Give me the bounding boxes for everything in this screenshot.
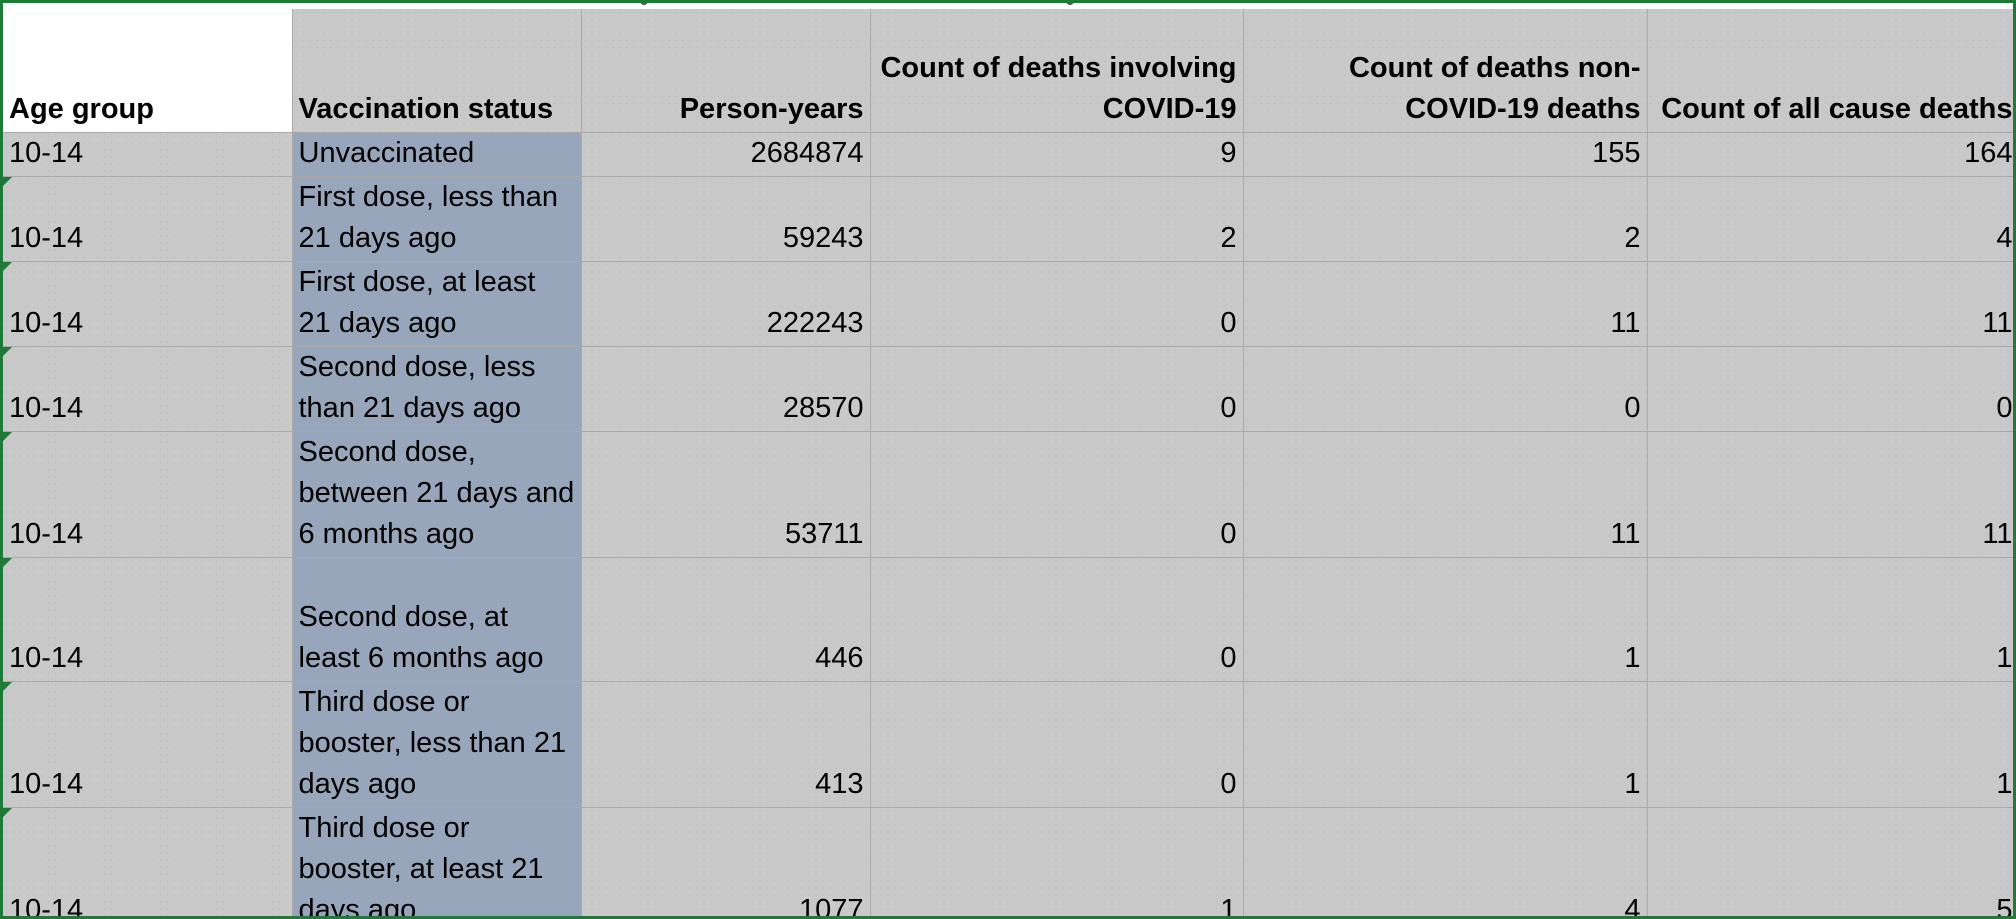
cell-text: 10-14 [9,641,84,674]
cell-text: 10-14 [9,391,84,424]
cell-text: 10-14 [9,221,84,254]
table-row: 10-14 Second dose, between 21 days and 6… [3,431,2013,558]
cell-non-covid-deaths[interactable]: 0 [1243,346,1648,432]
cell-vaccination-status[interactable]: First dose, at least 21 days ago [292,261,582,347]
cell-non-covid-deaths[interactable]: 11 [1243,431,1648,558]
cell-person-years[interactable]: 59243 [581,176,871,262]
cell-covid-deaths[interactable]: 0 [870,261,1244,347]
error-flag-icon [3,261,12,271]
cell-all-cause-deaths[interactable]: 5 [1647,807,2013,916]
cell-all-cause-deaths[interactable]: 0 [1647,346,2013,432]
cell-text: 10-14 [9,306,84,339]
cell-vaccination-status[interactable]: Second dose, between 21 days and 6 month… [292,431,582,558]
cell-text: 10-14 [9,893,84,919]
error-flag-icon [3,557,12,567]
cell-person-years[interactable]: 446 [581,557,871,682]
header-cell-covid-deaths[interactable]: Count of deaths involving COVID-19 [870,9,1244,133]
table-row: 10-14 Unvaccinated 2684874 9 155 164 [3,132,2013,177]
data-table: Age group Vaccination status Person-year… [3,9,2013,919]
table-row: 10-14 First dose, at least 21 days ago 2… [3,261,2013,347]
cell-non-covid-deaths[interactable]: 1 [1243,557,1648,682]
cell-age-group[interactable]: 10-14 [3,261,293,347]
cell-all-cause-deaths[interactable]: 4 [1647,176,2013,262]
header-cell-person-years[interactable]: Person-years [581,9,871,133]
clipped-text-fragment [1066,3,1074,5]
cell-non-covid-deaths[interactable]: 2 [1243,176,1648,262]
header-cell-non-covid-deaths[interactable]: Count of deaths non-COVID-19 deaths [1243,9,1648,133]
error-flag-icon [3,346,12,356]
error-flag-icon [3,681,12,691]
error-flag-icon [3,431,12,441]
partial-row-above [3,3,2013,9]
cell-person-years[interactable]: 1077 [581,807,871,916]
cell-vaccination-status[interactable]: Second dose, at least 6 months ago [292,557,582,682]
cell-all-cause-deaths[interactable]: 1 [1647,557,2013,682]
cell-vaccination-status[interactable]: Third dose or booster, less than 21 days… [292,681,582,808]
header-cell-all-cause-deaths[interactable]: Count of all cause deaths [1647,9,2013,133]
cell-person-years[interactable]: 413 [581,681,871,808]
header-cell-vaccination-status[interactable]: Vaccination status [292,9,582,133]
cell-age-group[interactable]: 10-14 [3,681,293,808]
cell-text: 10-14 [9,767,84,800]
cell-vaccination-status[interactable]: First dose, less than 21 days ago [292,176,582,262]
cell-all-cause-deaths[interactable]: 11 [1647,261,2013,347]
cell-person-years[interactable]: 53711 [581,431,871,558]
header-cell-age-group[interactable]: Age group [3,9,293,133]
cell-age-group[interactable]: 10-14 [3,807,293,919]
cell-vaccination-status[interactable]: Second dose, less than 21 days ago [292,346,582,432]
cell-person-years[interactable]: 222243 [581,261,871,347]
cell-age-group[interactable]: 10-14 [3,431,293,558]
cell-person-years[interactable]: 28570 [581,346,871,432]
error-flag-icon [3,176,12,186]
cell-non-covid-deaths[interactable]: 1 [1243,681,1648,808]
cell-all-cause-deaths[interactable]: 11 [1647,431,2013,558]
cell-all-cause-deaths[interactable]: 1 [1647,681,2013,808]
cell-person-years[interactable]: 2684874 [581,132,871,177]
cell-covid-deaths[interactable]: 0 [870,431,1244,558]
cell-non-covid-deaths[interactable]: 11 [1243,261,1648,347]
table-row: 10-14 First dose, less than 21 days ago … [3,176,2013,262]
table-row: 10-14 Second dose, less than 21 days ago… [3,346,2013,432]
cell-covid-deaths[interactable]: 1 [870,807,1244,916]
cell-age-group[interactable]: 10-14 [3,176,293,262]
cell-vaccination-status[interactable]: Unvaccinated [292,132,582,177]
table-row: 10-14 Second dose, at least 6 months ago… [3,557,2013,682]
cell-age-group[interactable]: 10-14 [3,346,293,432]
clipped-text-fragment [640,3,648,5]
cell-all-cause-deaths[interactable]: 164 [1647,132,2013,177]
table-row: 10-14 Third dose or booster, at least 21… [3,807,2013,919]
cell-covid-deaths[interactable]: 2 [870,176,1244,262]
cell-covid-deaths[interactable]: 9 [870,132,1244,177]
cell-non-covid-deaths[interactable]: 155 [1243,132,1648,177]
cell-covid-deaths[interactable]: 0 [870,557,1244,682]
cell-age-group[interactable]: 10-14 [3,557,293,682]
error-flag-icon [3,807,12,817]
cell-covid-deaths[interactable]: 0 [870,681,1244,808]
cell-non-covid-deaths[interactable]: 4 [1243,807,1648,916]
header-row: Age group Vaccination status Person-year… [3,9,2013,133]
cell-covid-deaths[interactable]: 0 [870,346,1244,432]
cell-text: 10-14 [9,517,84,550]
cell-vaccination-status[interactable]: Third dose or booster, at least 21 days … [292,807,582,916]
table-row: 10-14 Third dose or booster, less than 2… [3,681,2013,808]
cell-age-group[interactable]: 10-14 [3,132,293,177]
